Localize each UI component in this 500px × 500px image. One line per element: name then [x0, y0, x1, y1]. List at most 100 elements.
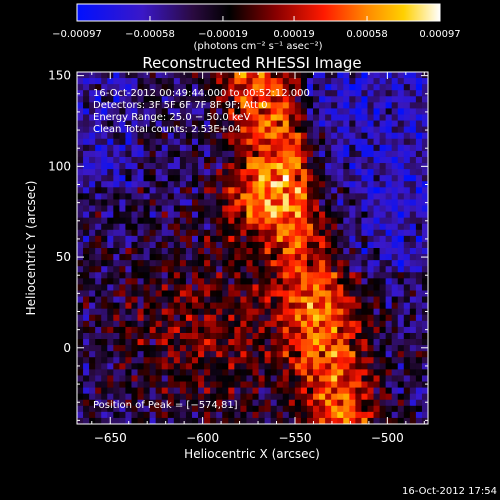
heatmap-cell [415, 102, 423, 110]
heatmap-cell [331, 156, 338, 164]
heatmap-cell [167, 272, 175, 279]
heatmap-cell [373, 169, 381, 176]
heatmap-cell [89, 405, 96, 413]
heatmap-cell [288, 357, 296, 364]
heatmap-cell [179, 108, 187, 116]
heatmap-cell [343, 223, 350, 231]
heatmap-cell [210, 84, 217, 91]
heatmap-cell [83, 181, 90, 188]
heatmap-cell [119, 156, 127, 164]
heatmap-cell [131, 90, 139, 97]
heatmap-cell [306, 248, 314, 255]
heatmap-cell [403, 266, 411, 273]
heatmap-cell [131, 187, 139, 194]
heatmap-cell [403, 235, 411, 243]
heatmap-cell [173, 175, 181, 182]
heatmap-cell [125, 284, 133, 292]
heatmap-cell [313, 417, 320, 424]
heatmap-cell [246, 217, 254, 225]
heatmap-cell [313, 199, 320, 207]
heatmap-cell [95, 72, 102, 79]
heatmap-cell [143, 363, 151, 370]
heatmap-cell [294, 229, 302, 237]
heatmap-cell [228, 132, 235, 140]
heatmap-cell [367, 211, 375, 219]
heatmap-cell [149, 405, 157, 413]
heatmap-cell [361, 248, 369, 255]
heatmap-cell [355, 217, 363, 225]
heatmap-cell [252, 345, 260, 352]
heatmap-cell [403, 144, 411, 152]
heatmap-cell [222, 302, 229, 310]
heatmap-cell [391, 96, 399, 103]
heatmap-cell [83, 363, 90, 370]
heatmap-cell [191, 114, 199, 122]
heatmap-cell [270, 223, 278, 231]
heatmap-cell [300, 235, 308, 243]
heatmap-cell [367, 399, 375, 407]
heatmap-cell [252, 187, 260, 194]
heatmap-cell [367, 266, 375, 273]
heatmap-cell [294, 375, 302, 383]
heatmap-cell [173, 302, 181, 310]
heatmap-cell [397, 169, 405, 176]
heatmap-cell [421, 278, 428, 286]
heatmap-cell [179, 114, 187, 122]
heatmap-cell [137, 241, 145, 249]
heatmap-cell [288, 308, 296, 316]
heatmap-cell [167, 235, 175, 243]
heatmap-cell [216, 284, 223, 292]
heatmap-cell [216, 248, 223, 255]
heatmap-cell [397, 229, 405, 237]
heatmap-cell [185, 326, 193, 334]
heatmap-cell [83, 223, 90, 231]
heatmap-cell [161, 78, 169, 85]
heatmap-cell [403, 417, 411, 424]
heatmap-cell [355, 290, 363, 298]
heatmap-cell [161, 399, 169, 407]
heatmap-cell [173, 308, 181, 316]
heatmap-cell [391, 351, 399, 358]
heatmap-cell [216, 114, 223, 122]
heatmap-cell [179, 144, 187, 152]
heatmap-cell [234, 320, 241, 328]
heatmap-cell [119, 405, 127, 413]
heatmap-cell [349, 144, 356, 152]
heatmap-cell [264, 78, 272, 85]
heatmap-cell [95, 272, 102, 279]
heatmap-cell [149, 302, 157, 310]
heatmap-cell [367, 369, 375, 377]
heatmap-cell [300, 114, 308, 122]
heatmap-cell [373, 229, 381, 237]
heatmap-cell [300, 241, 308, 249]
heatmap-cell [288, 235, 296, 243]
heatmap-cell [373, 363, 381, 370]
heatmap-cell [397, 351, 405, 358]
heatmap-cell [306, 211, 314, 219]
heatmap-cell [191, 181, 199, 188]
heatmap-cell [367, 351, 375, 358]
heatmap-cell [125, 108, 133, 116]
heatmap-cell [89, 108, 96, 116]
heatmap-cell [300, 72, 308, 79]
heatmap-cell [379, 302, 387, 310]
heatmap-cell [234, 387, 241, 395]
heatmap-cell [167, 296, 175, 304]
heatmap-cell [379, 163, 387, 170]
heatmap-cell [391, 126, 399, 134]
heatmap-cell [161, 84, 169, 91]
heatmap-cell [137, 345, 145, 352]
heatmap-cell [349, 399, 356, 407]
heatmap-cell [325, 411, 332, 419]
heatmap-cell [173, 114, 181, 122]
heatmap-cell [77, 102, 84, 110]
heatmap-cell [167, 369, 175, 377]
heatmap-cell [125, 272, 133, 279]
colorbar-ticks: −0.00097 −0.00058 −0.00019 0.00019 0.00058 0.… [52, 16, 461, 40]
heatmap-cell [337, 229, 344, 237]
heatmap-cell [270, 314, 278, 322]
heatmap-cell [373, 351, 381, 358]
heatmap-cell [313, 175, 320, 182]
heatmap-cell [343, 284, 350, 292]
heatmap-cell [343, 114, 350, 122]
